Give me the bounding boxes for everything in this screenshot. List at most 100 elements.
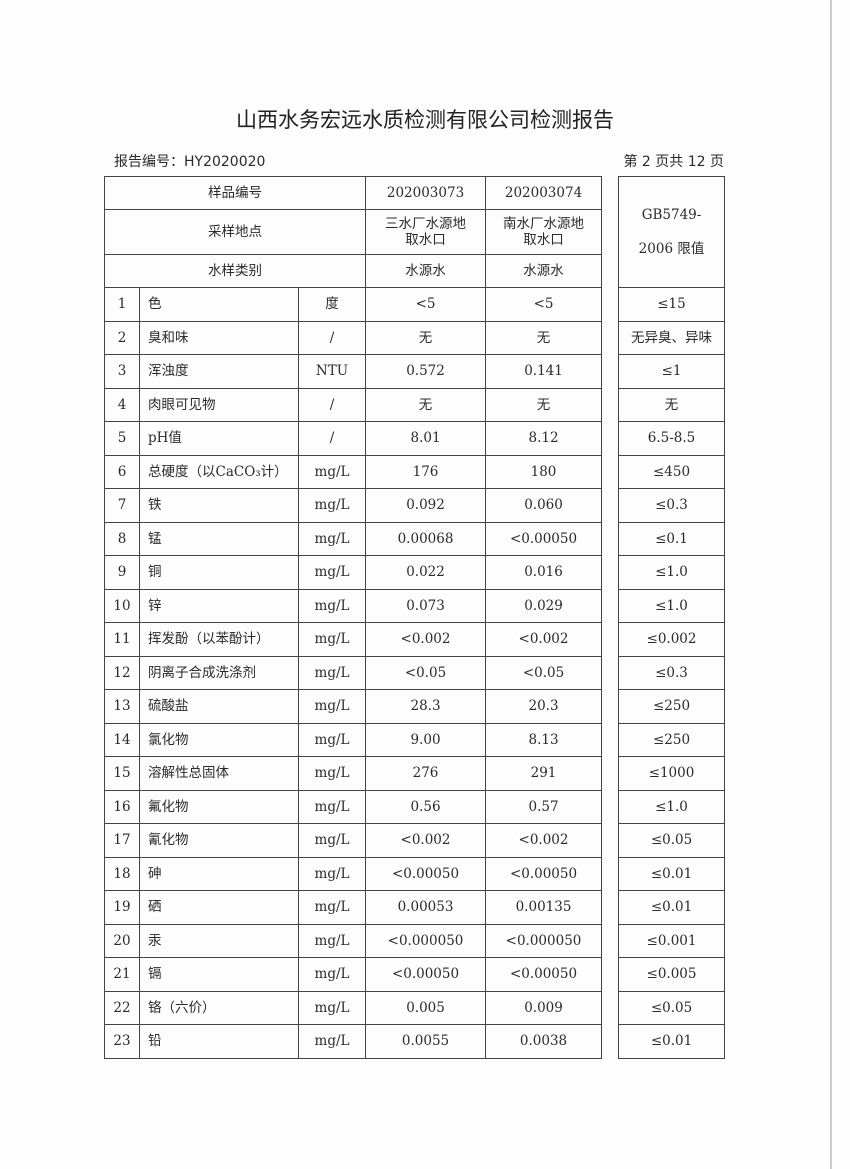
table-row: 16 氟化物 mg/L 0.56 0.57 xyxy=(104,789,603,824)
limit-row: ≤450 xyxy=(618,454,725,489)
value-sample-2: 0.141 xyxy=(485,354,603,389)
row-number: 14 xyxy=(104,722,140,757)
table-row: 12 阴离子合成洗涤剂 mg/L <0.05 <0.05 xyxy=(104,655,603,690)
limit-row: ≤0.3 xyxy=(618,655,725,690)
table-row: 8 锰 mg/L 0.00068 <0.00050 xyxy=(104,521,603,556)
item-name: 肉眼可见物 xyxy=(139,387,299,422)
table-row: 3 浑浊度 NTU 0.572 0.141 xyxy=(104,354,603,389)
value-sample-1: <0.05 xyxy=(365,655,487,690)
limit-value: ≤15 xyxy=(618,287,725,322)
item-name: pH值 xyxy=(139,421,299,456)
value-sample-2: 0.00135 xyxy=(485,890,603,925)
type-1: 水源水 xyxy=(365,254,487,288)
value-sample-2: <0.00050 xyxy=(485,521,603,556)
item-name: 铁 xyxy=(139,488,299,523)
row-number: 7 xyxy=(104,488,140,523)
sample-no-1: 202003073 xyxy=(365,176,487,210)
unit: mg/L xyxy=(297,722,367,757)
value-sample-1: <5 xyxy=(365,287,487,322)
location-1: 三水厂水源地取水口 xyxy=(365,209,487,255)
unit: mg/L xyxy=(297,588,367,623)
limit-value: 无异臭、异味 xyxy=(618,320,725,355)
page-title: 山西水务宏远水质检测有限公司检测报告 xyxy=(236,108,614,132)
sample-no-2: 202003074 xyxy=(485,176,603,210)
sample-no-label: 样品编号 xyxy=(103,176,367,210)
row-number: 20 xyxy=(104,923,140,958)
limit-value: ≤250 xyxy=(618,689,725,724)
value-sample-2: 0.0038 xyxy=(485,1024,603,1059)
row-number: 19 xyxy=(104,890,140,925)
location-label: 采样地点 xyxy=(103,209,367,255)
value-sample-1: 0.0055 xyxy=(365,1024,487,1059)
unit: / xyxy=(297,387,367,422)
value-sample-1: 8.01 xyxy=(365,421,487,456)
table-row: 2 臭和味 / 无无 xyxy=(104,320,603,355)
row-number: 5 xyxy=(104,421,140,456)
value-sample-1: 0.022 xyxy=(365,555,487,590)
table-row: 5 pH值/8.01 8.12 xyxy=(104,421,603,456)
type-2: 水源水 xyxy=(485,254,603,288)
value-sample-1: 0.00053 xyxy=(365,890,487,925)
value-sample-2: <0.00050 xyxy=(485,856,603,891)
limit-value: ≤0.3 xyxy=(618,655,725,690)
limit-value: ≤0.05 xyxy=(618,823,725,858)
unit: mg/L xyxy=(297,488,367,523)
value-sample-2: <0.000050 xyxy=(485,923,603,958)
limit-row: ≤1.0 xyxy=(618,588,725,623)
table-row: 7 铁 mg/L 0.092 0.060 xyxy=(104,488,603,523)
row-number: 21 xyxy=(104,957,140,992)
value-sample-2: <5 xyxy=(485,287,603,322)
table-row: 10 锌 mg/L 0.073 0.029 xyxy=(104,588,603,623)
row-number: 22 xyxy=(104,990,140,1025)
item-name: 铅 xyxy=(139,1024,299,1059)
table-row: 6 总硬度（以CaCO₃计） mg/L 176 180 xyxy=(104,454,603,489)
table-row: 15 溶解性总固体 mg/L 276 291 xyxy=(104,756,603,791)
row-number: 4 xyxy=(104,387,140,422)
row-number: 8 xyxy=(104,521,140,556)
table-row: 20 汞 mg/L <0.000050 <0.000050 xyxy=(104,923,603,958)
item-name: 氟化物 xyxy=(139,789,299,824)
row-number: 9 xyxy=(104,555,140,590)
table-row: 1 色度 <5 <5 xyxy=(104,287,603,322)
item-name: 硒 xyxy=(139,890,299,925)
location-2: 南水厂水源地取水口 xyxy=(485,209,603,255)
item-name: 汞 xyxy=(139,923,299,958)
value-sample-1: 0.073 xyxy=(365,588,487,623)
row-number: 3 xyxy=(104,354,140,389)
type-row: 水样类别 水源水 水源水 xyxy=(103,254,603,288)
table-row: 9 铜 mg/L 0.022 0.016 xyxy=(104,555,603,590)
value-sample-2: 0.016 xyxy=(485,555,603,590)
unit: mg/L xyxy=(297,823,367,858)
item-name: 阴离子合成洗涤剂 xyxy=(139,655,299,690)
item-name: 氰化物 xyxy=(139,823,299,858)
row-number: 18 xyxy=(104,856,140,891)
row-number: 12 xyxy=(104,655,140,690)
limit-header: GB5749-2006 限值 xyxy=(618,176,725,288)
table-row: 19 硒 mg/L 0.00053 0.00135 xyxy=(104,890,603,925)
value-sample-1: 276 xyxy=(365,756,487,791)
value-sample-1: <0.000050 xyxy=(365,923,487,958)
unit: mg/L xyxy=(297,454,367,489)
limit-row: ≤15 xyxy=(618,287,725,322)
value-sample-2: 0.029 xyxy=(485,588,603,623)
table-row: 18 砷 mg/L <0.00050 <0.00050 xyxy=(104,856,603,891)
table-row: 13 硫酸盐 mg/L 28.3 20.3 xyxy=(104,689,603,724)
limit-row: 无 xyxy=(618,387,725,422)
unit: mg/L xyxy=(297,789,367,824)
unit: mg/L xyxy=(297,1024,367,1059)
value-sample-2: 291 xyxy=(485,756,603,791)
value-sample-2: 0.57 xyxy=(485,789,603,824)
item-name: 浑浊度 xyxy=(139,354,299,389)
item-name: 色 xyxy=(139,287,299,322)
value-sample-2: <0.05 xyxy=(485,655,603,690)
limit-row: ≤0.05 xyxy=(618,990,725,1025)
limit-value: ≤1 xyxy=(618,354,725,389)
item-name: 砷 xyxy=(139,856,299,891)
limit-row: ≤1000 xyxy=(618,756,725,791)
limit-row: ≤0.001 xyxy=(618,923,725,958)
limit-value: ≤0.01 xyxy=(618,1024,725,1059)
row-number: 23 xyxy=(104,1024,140,1059)
limit-value: ≤0.1 xyxy=(618,521,725,556)
row-number: 17 xyxy=(104,823,140,858)
limit-row: ≤0.01 xyxy=(618,1024,725,1059)
